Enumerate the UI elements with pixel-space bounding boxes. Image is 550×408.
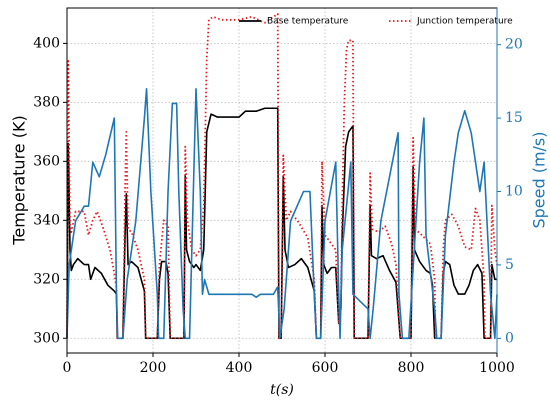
x-tick-label: 200 bbox=[140, 360, 167, 376]
y-tick-label: 360 bbox=[33, 153, 60, 169]
x-tick-label: 400 bbox=[226, 360, 253, 376]
x-tick-label: 800 bbox=[398, 360, 425, 376]
x-axis-label: t(s) bbox=[270, 382, 294, 398]
y2-tick-label: 0 bbox=[505, 330, 514, 346]
y-tick-label: 380 bbox=[33, 94, 60, 110]
y2-tick-label: 10 bbox=[505, 184, 523, 200]
y2-axis-label: Speed (m/s) bbox=[530, 131, 549, 228]
y-tick-label: 340 bbox=[33, 212, 60, 228]
y2-tick-label: 20 bbox=[505, 37, 523, 53]
y2-tick-label: 15 bbox=[505, 110, 523, 126]
series-line bbox=[66, 87, 498, 340]
y-tick-label: 300 bbox=[33, 330, 60, 346]
legend-label: Base temperature bbox=[267, 17, 349, 27]
x-tick-label: 600 bbox=[312, 360, 339, 376]
y-tick-label: 400 bbox=[33, 35, 60, 51]
x-tick-label: 0 bbox=[63, 360, 72, 376]
x-tick-label: 1000 bbox=[479, 360, 515, 376]
legend-label: Junction temperature bbox=[416, 17, 513, 27]
y-axis-label: Temperature (K) bbox=[10, 115, 29, 245]
y2-tick-label: 5 bbox=[505, 257, 514, 273]
y-tick-label: 320 bbox=[33, 271, 60, 287]
